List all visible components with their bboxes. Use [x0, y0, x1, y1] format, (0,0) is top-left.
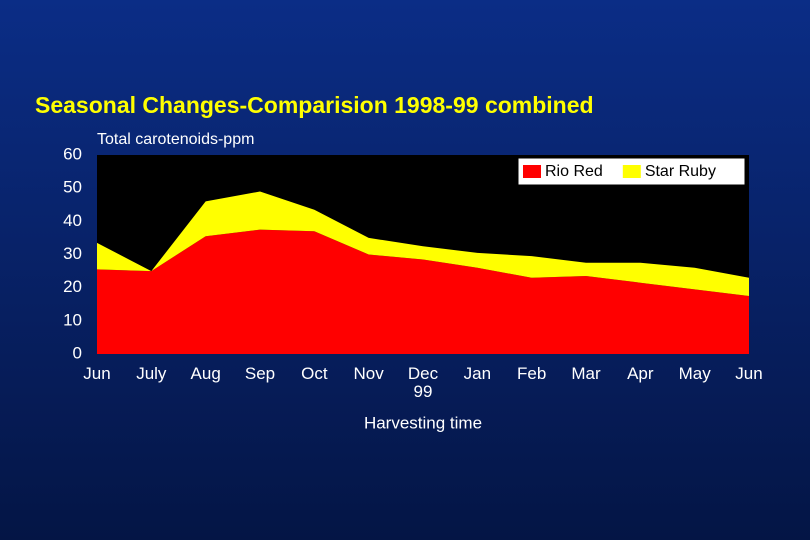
- y-tick-label: 60: [63, 144, 82, 163]
- area: [97, 229, 749, 354]
- x-tick-label: May: [678, 364, 711, 383]
- y-axis-title: Total carotenoids-ppm: [97, 131, 254, 148]
- legend-swatch: [622, 165, 641, 178]
- x-tick-label: Feb: [517, 364, 547, 383]
- y-tick-label: 40: [63, 211, 82, 230]
- area: [97, 191, 749, 296]
- y-tick-label: 30: [63, 244, 82, 263]
- y-tick-label: 20: [63, 277, 82, 296]
- y-tick-label: 50: [63, 178, 82, 197]
- x-tick-label: Apr: [627, 364, 654, 383]
- x-tick-label: Jun: [83, 364, 111, 383]
- chart-title: Seasonal Changes-Comparision 1998-99 com…: [35, 92, 594, 118]
- x-tick-label: Jun: [735, 364, 763, 383]
- x-tick-label: Dec 99: [407, 364, 439, 401]
- x-tick-label: Jan: [463, 364, 492, 383]
- x-tick-label: Aug: [190, 364, 221, 383]
- x-tick-label: Mar: [571, 364, 601, 383]
- legend-label: Star Ruby: [645, 163, 716, 180]
- y-tick-label: 10: [63, 310, 82, 329]
- legend-swatch: [523, 165, 541, 178]
- x-tick-label: Oct: [301, 364, 328, 383]
- x-axis-title: Harvesting time: [364, 413, 482, 432]
- x-tick-label: July: [136, 364, 167, 383]
- x-tick-label: Nov: [353, 364, 384, 383]
- legend-label: Rio Red: [545, 163, 603, 180]
- y-tick-label: 0: [73, 343, 82, 362]
- x-tick-label: Sep: [244, 364, 276, 383]
